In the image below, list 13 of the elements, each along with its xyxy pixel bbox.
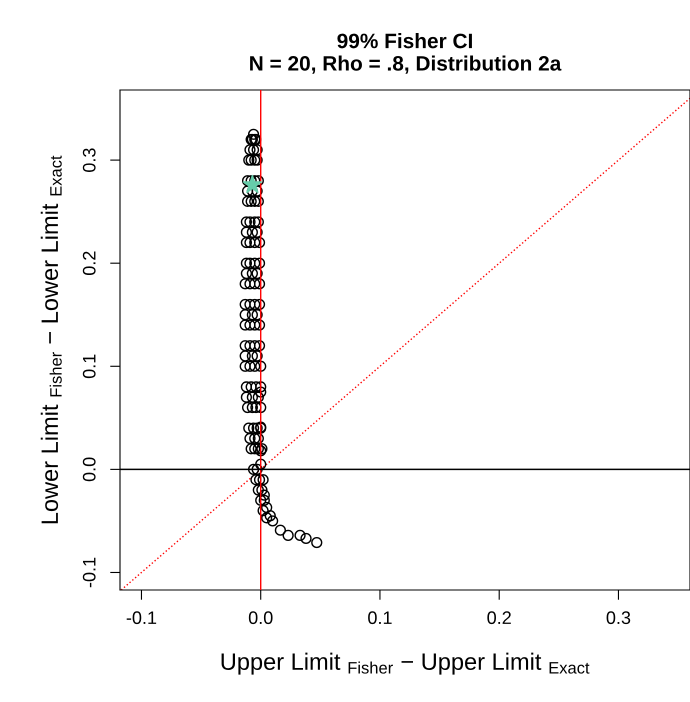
- x-tick-label: -0.1: [126, 611, 156, 624]
- y-tick-label: 0.2: [82, 252, 96, 276]
- chart-title: 99% Fisher CI N = 20, Rho = .8, Distribution 2a: [250, 33, 562, 74]
- x-tick-label: 0.2: [487, 611, 511, 624]
- y-axis-title: Lower Limit $_{Fisher}$ − Lower Limit $_{Exact}$: [40, 156, 62, 524]
- x-tick-label: 0.0: [248, 611, 273, 624]
- y-tick-label: -0.1: [82, 558, 96, 588]
- x-tick-label: 0.3: [606, 611, 630, 624]
- y-tick-label: 0.1: [82, 354, 96, 378]
- x-tick-label: 0.1: [368, 611, 392, 624]
- y-tick-label: 0.3: [82, 148, 96, 172]
- y-tick-label: 0.0: [82, 458, 96, 482]
- x-axis-title: Upper Limit $_{Fisher}$ − Upper Limit $_{Exact}$: [222, 652, 590, 675]
